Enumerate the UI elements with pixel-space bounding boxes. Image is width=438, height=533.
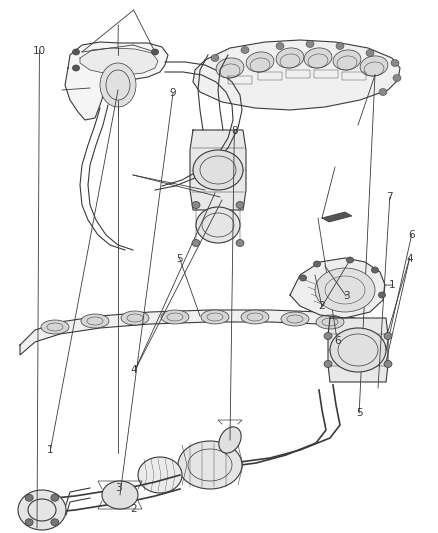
Text: 8: 8 bbox=[231, 126, 238, 135]
Text: 10: 10 bbox=[33, 46, 46, 55]
Text: 5: 5 bbox=[176, 254, 183, 263]
Text: 2: 2 bbox=[130, 504, 137, 514]
Ellipse shape bbox=[366, 50, 374, 56]
Ellipse shape bbox=[276, 48, 304, 68]
Text: 7: 7 bbox=[386, 192, 393, 202]
Text: 4: 4 bbox=[130, 366, 137, 375]
Ellipse shape bbox=[41, 320, 69, 334]
Ellipse shape bbox=[300, 275, 307, 281]
Ellipse shape bbox=[161, 310, 189, 324]
Text: 1: 1 bbox=[389, 280, 396, 290]
Polygon shape bbox=[290, 258, 385, 318]
Ellipse shape bbox=[378, 292, 385, 298]
Ellipse shape bbox=[346, 257, 353, 263]
Ellipse shape bbox=[241, 310, 269, 324]
Text: 6: 6 bbox=[408, 230, 415, 239]
Ellipse shape bbox=[100, 63, 136, 107]
Ellipse shape bbox=[196, 207, 240, 243]
Ellipse shape bbox=[51, 519, 59, 526]
Ellipse shape bbox=[236, 239, 244, 246]
Ellipse shape bbox=[192, 239, 200, 246]
Ellipse shape bbox=[102, 481, 138, 509]
Text: 1: 1 bbox=[47, 446, 54, 455]
Ellipse shape bbox=[236, 201, 244, 208]
Ellipse shape bbox=[219, 427, 241, 453]
Ellipse shape bbox=[73, 49, 80, 55]
Ellipse shape bbox=[178, 441, 242, 489]
Ellipse shape bbox=[192, 201, 200, 208]
Polygon shape bbox=[20, 310, 370, 355]
Ellipse shape bbox=[324, 360, 332, 367]
Polygon shape bbox=[80, 48, 158, 75]
Ellipse shape bbox=[73, 65, 80, 71]
Ellipse shape bbox=[152, 49, 159, 55]
Ellipse shape bbox=[25, 519, 33, 526]
Polygon shape bbox=[65, 42, 168, 120]
Text: 3: 3 bbox=[115, 483, 122, 492]
Ellipse shape bbox=[391, 60, 399, 67]
Ellipse shape bbox=[336, 43, 344, 50]
Text: 3: 3 bbox=[343, 291, 350, 301]
Ellipse shape bbox=[314, 261, 321, 267]
Ellipse shape bbox=[316, 315, 344, 329]
Ellipse shape bbox=[393, 75, 401, 82]
Ellipse shape bbox=[315, 268, 375, 312]
Ellipse shape bbox=[211, 54, 219, 61]
Ellipse shape bbox=[330, 328, 386, 372]
Ellipse shape bbox=[304, 48, 332, 68]
Ellipse shape bbox=[138, 457, 182, 493]
Text: 6: 6 bbox=[334, 336, 341, 346]
Ellipse shape bbox=[193, 150, 243, 190]
Ellipse shape bbox=[246, 52, 274, 72]
Text: 2: 2 bbox=[318, 302, 325, 311]
Ellipse shape bbox=[276, 43, 284, 50]
Ellipse shape bbox=[281, 312, 309, 326]
Ellipse shape bbox=[51, 494, 59, 501]
Ellipse shape bbox=[384, 333, 392, 340]
Ellipse shape bbox=[333, 50, 361, 70]
Ellipse shape bbox=[371, 267, 378, 273]
Ellipse shape bbox=[306, 41, 314, 47]
Ellipse shape bbox=[384, 360, 392, 367]
Ellipse shape bbox=[18, 490, 66, 530]
Polygon shape bbox=[193, 40, 400, 110]
Polygon shape bbox=[328, 318, 388, 382]
Polygon shape bbox=[322, 212, 352, 222]
Ellipse shape bbox=[360, 56, 388, 76]
Ellipse shape bbox=[324, 333, 332, 340]
Text: 9: 9 bbox=[170, 88, 177, 98]
Ellipse shape bbox=[379, 88, 387, 95]
Ellipse shape bbox=[25, 494, 33, 501]
Ellipse shape bbox=[81, 314, 109, 328]
Ellipse shape bbox=[216, 58, 244, 78]
Text: 4: 4 bbox=[406, 254, 413, 263]
Text: 5: 5 bbox=[356, 408, 363, 418]
Ellipse shape bbox=[201, 310, 229, 324]
Ellipse shape bbox=[121, 311, 149, 325]
Ellipse shape bbox=[241, 46, 249, 53]
Polygon shape bbox=[190, 130, 246, 210]
